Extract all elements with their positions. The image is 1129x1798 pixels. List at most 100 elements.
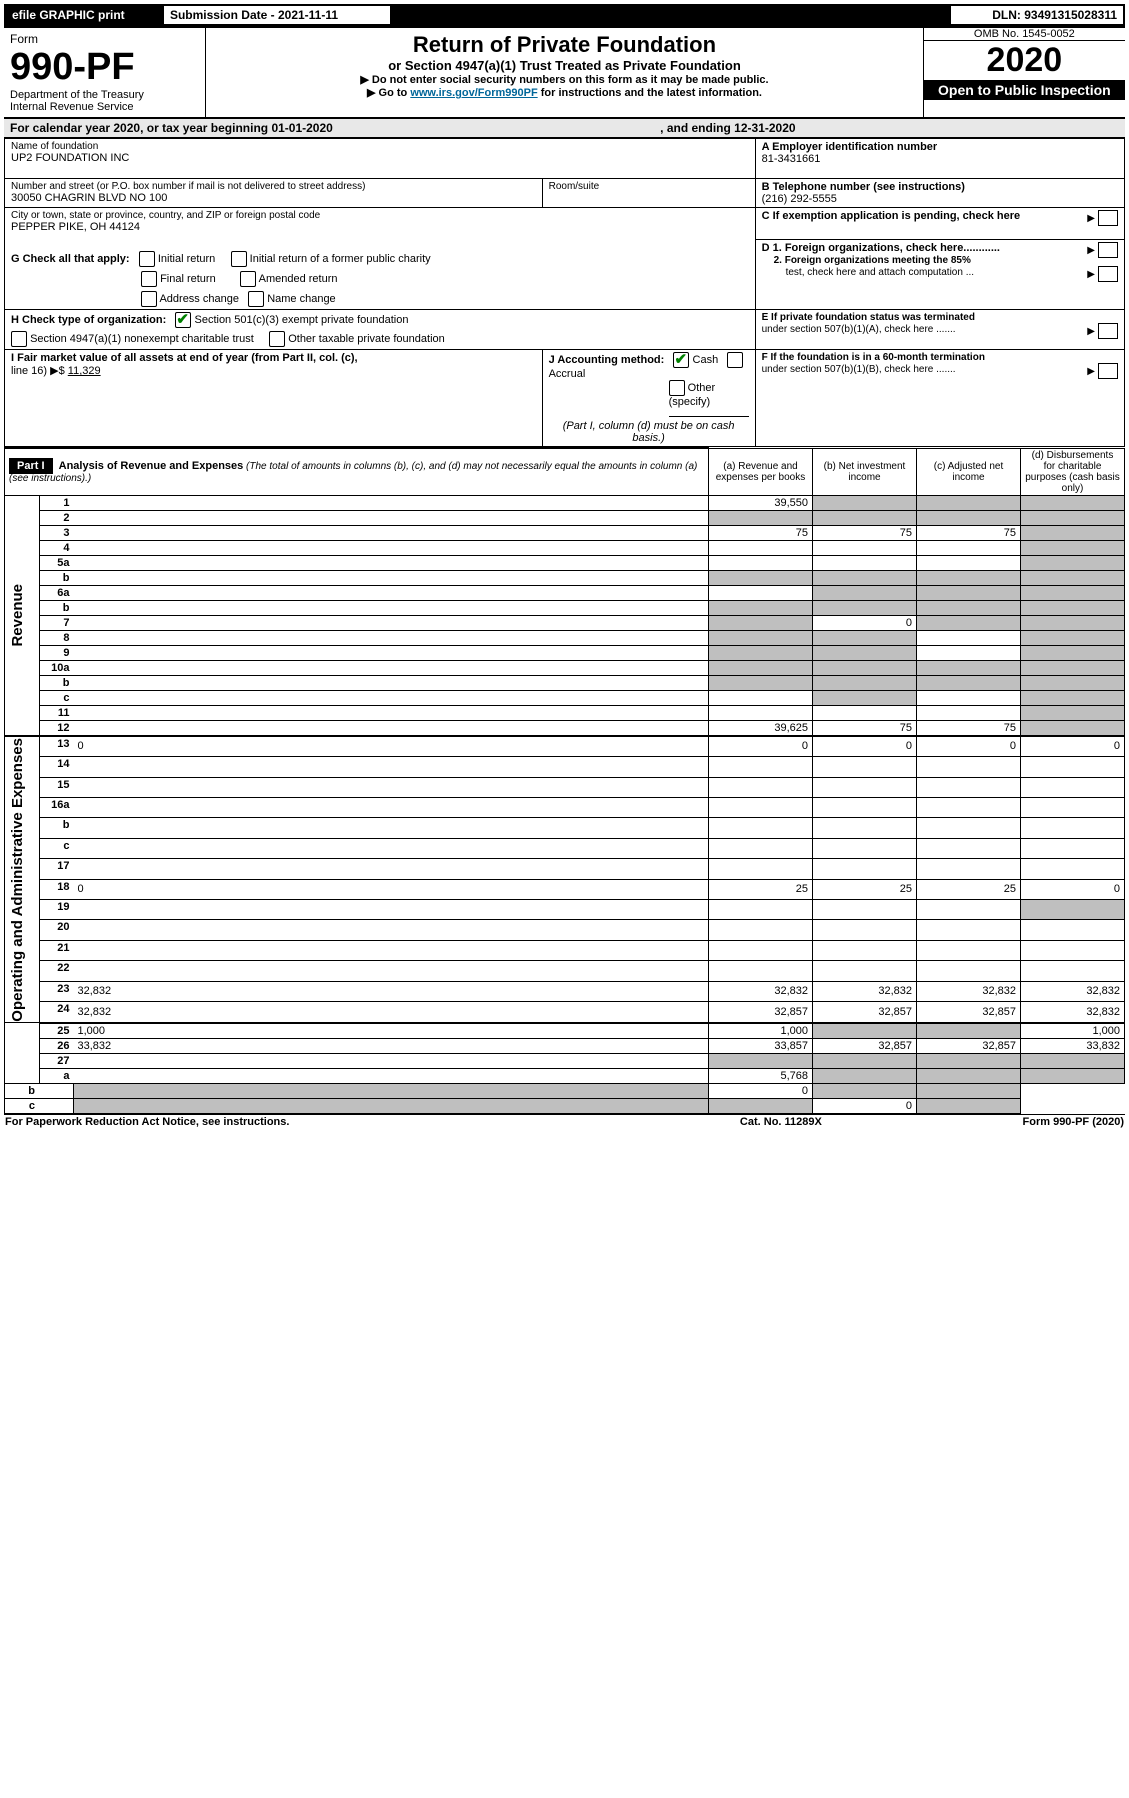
cell-b: 0 xyxy=(813,736,917,757)
e1-label: E If private foundation status was termi… xyxy=(762,312,1118,323)
row-number: 2 xyxy=(39,510,74,525)
amended-return-checkbox[interactable] xyxy=(240,271,256,287)
cash-checkbox[interactable] xyxy=(673,352,689,368)
cell-d: 1,000 xyxy=(1021,1023,1125,1039)
row-description xyxy=(74,899,709,919)
cell-c xyxy=(917,585,1021,600)
row-number: 18 xyxy=(39,879,74,899)
part-1-title: Analysis of Revenue and Expenses xyxy=(59,460,244,472)
c-label: C If exemption application is pending, c… xyxy=(762,210,1021,222)
cell-d: 32,832 xyxy=(1021,1001,1125,1022)
cell-d xyxy=(1021,705,1125,720)
cell-c xyxy=(917,757,1021,777)
cell-c: 0 xyxy=(917,736,1021,757)
open-public: Open to Public Inspection xyxy=(924,80,1125,100)
cell-c xyxy=(917,540,1021,555)
cell-b xyxy=(813,940,917,960)
cell-c: 32,832 xyxy=(917,981,1021,1001)
initial-return-checkbox[interactable] xyxy=(139,251,155,267)
row-number: 3 xyxy=(39,525,74,540)
row-description xyxy=(74,585,709,600)
cell-a: 75 xyxy=(709,525,813,540)
row-description xyxy=(74,777,709,797)
fmv-value: 11,329 xyxy=(68,365,101,377)
cell-a: 5,768 xyxy=(709,1068,813,1083)
c-checkbox[interactable] xyxy=(1098,210,1118,226)
cell-c: 75 xyxy=(917,525,1021,540)
4947-label: Section 4947(a)(1) nonexempt charitable … xyxy=(30,333,254,345)
cell-a xyxy=(709,600,813,615)
row-number: b xyxy=(39,570,74,585)
final-return-label: Final return xyxy=(160,273,216,285)
f-checkbox[interactable] xyxy=(1098,363,1118,379)
cell-c xyxy=(917,899,1021,919)
cell-b xyxy=(813,690,917,705)
irs: Internal Revenue Service xyxy=(10,101,199,113)
telephone: (216) 292-5555 xyxy=(762,193,1118,205)
row-description: 32,832 xyxy=(74,1001,709,1022)
cell-a: 32,832 xyxy=(709,981,813,1001)
f2-label: under section 507(b)(1)(B), check here .… xyxy=(762,364,956,375)
row-number: 1 xyxy=(39,495,74,510)
cash-label: Cash xyxy=(693,354,719,366)
cell-a xyxy=(709,645,813,660)
instr-ssn: ▶ Do not enter social security numbers o… xyxy=(212,73,916,86)
cell-d xyxy=(1021,645,1125,660)
row-description xyxy=(74,797,709,817)
row-number: 22 xyxy=(39,961,74,981)
row-number: 9 xyxy=(39,645,74,660)
cell-b xyxy=(813,899,917,919)
cell-c xyxy=(917,1023,1021,1039)
cell-a xyxy=(709,838,813,858)
d1-checkbox[interactable] xyxy=(1098,242,1118,258)
room-label: Room/suite xyxy=(549,181,749,192)
address-change-checkbox[interactable] xyxy=(141,291,157,307)
d2-checkbox[interactable] xyxy=(1098,266,1118,282)
cell-c: 25 xyxy=(917,879,1021,899)
cell-d xyxy=(1021,675,1125,690)
cell-c xyxy=(917,645,1021,660)
instr-goto-post: for instructions and the latest informat… xyxy=(538,87,762,99)
cell-d: 33,832 xyxy=(1021,1038,1125,1053)
initial-former-checkbox[interactable] xyxy=(231,251,247,267)
cell-b xyxy=(813,1068,917,1083)
row-description xyxy=(74,705,709,720)
cell-d xyxy=(1021,555,1125,570)
calendar-year-begin: For calendar year 2020, or tax year begi… xyxy=(4,119,654,138)
cell-d xyxy=(1021,818,1125,838)
final-return-checkbox[interactable] xyxy=(141,271,157,287)
row-description xyxy=(74,630,709,645)
cell-d xyxy=(1021,585,1125,600)
footer-left: For Paperwork Reduction Act Notice, see … xyxy=(4,1114,682,1129)
irs-link[interactable]: www.irs.gov/Form990PF xyxy=(410,87,537,99)
row-number: 19 xyxy=(39,899,74,919)
accrual-checkbox[interactable] xyxy=(727,352,743,368)
other-taxable-checkbox[interactable] xyxy=(269,331,285,347)
row-description xyxy=(74,495,709,510)
cell-c xyxy=(917,600,1021,615)
cell-b: 75 xyxy=(813,720,917,736)
cell-d xyxy=(1021,1068,1125,1083)
revenue-label: Revenue xyxy=(9,584,26,647)
i-label: I Fair market value of all assets at end… xyxy=(11,352,358,364)
name-label: Name of foundation xyxy=(11,141,749,152)
cell-d xyxy=(1021,859,1125,879)
name-change-checkbox[interactable] xyxy=(248,291,264,307)
cell-c xyxy=(917,570,1021,585)
cell-a: 32,857 xyxy=(709,1001,813,1022)
cell-b xyxy=(813,570,917,585)
501c3-checkbox[interactable] xyxy=(175,312,191,328)
4947-checkbox[interactable] xyxy=(11,331,27,347)
row-number: 27 xyxy=(39,1053,74,1068)
row-number: 13 xyxy=(39,736,74,757)
cell-a xyxy=(709,777,813,797)
other-method-checkbox[interactable] xyxy=(669,380,685,396)
cell-c xyxy=(813,1083,917,1098)
row-description xyxy=(74,1068,709,1083)
col-c-header: (c) Adjusted net income xyxy=(917,448,1021,495)
col-d-header: (d) Disbursements for charitable purpose… xyxy=(1021,448,1125,495)
row-number: c xyxy=(5,1098,40,1113)
cell-d xyxy=(1021,920,1125,940)
row-description xyxy=(74,525,709,540)
e-checkbox[interactable] xyxy=(1098,323,1118,339)
